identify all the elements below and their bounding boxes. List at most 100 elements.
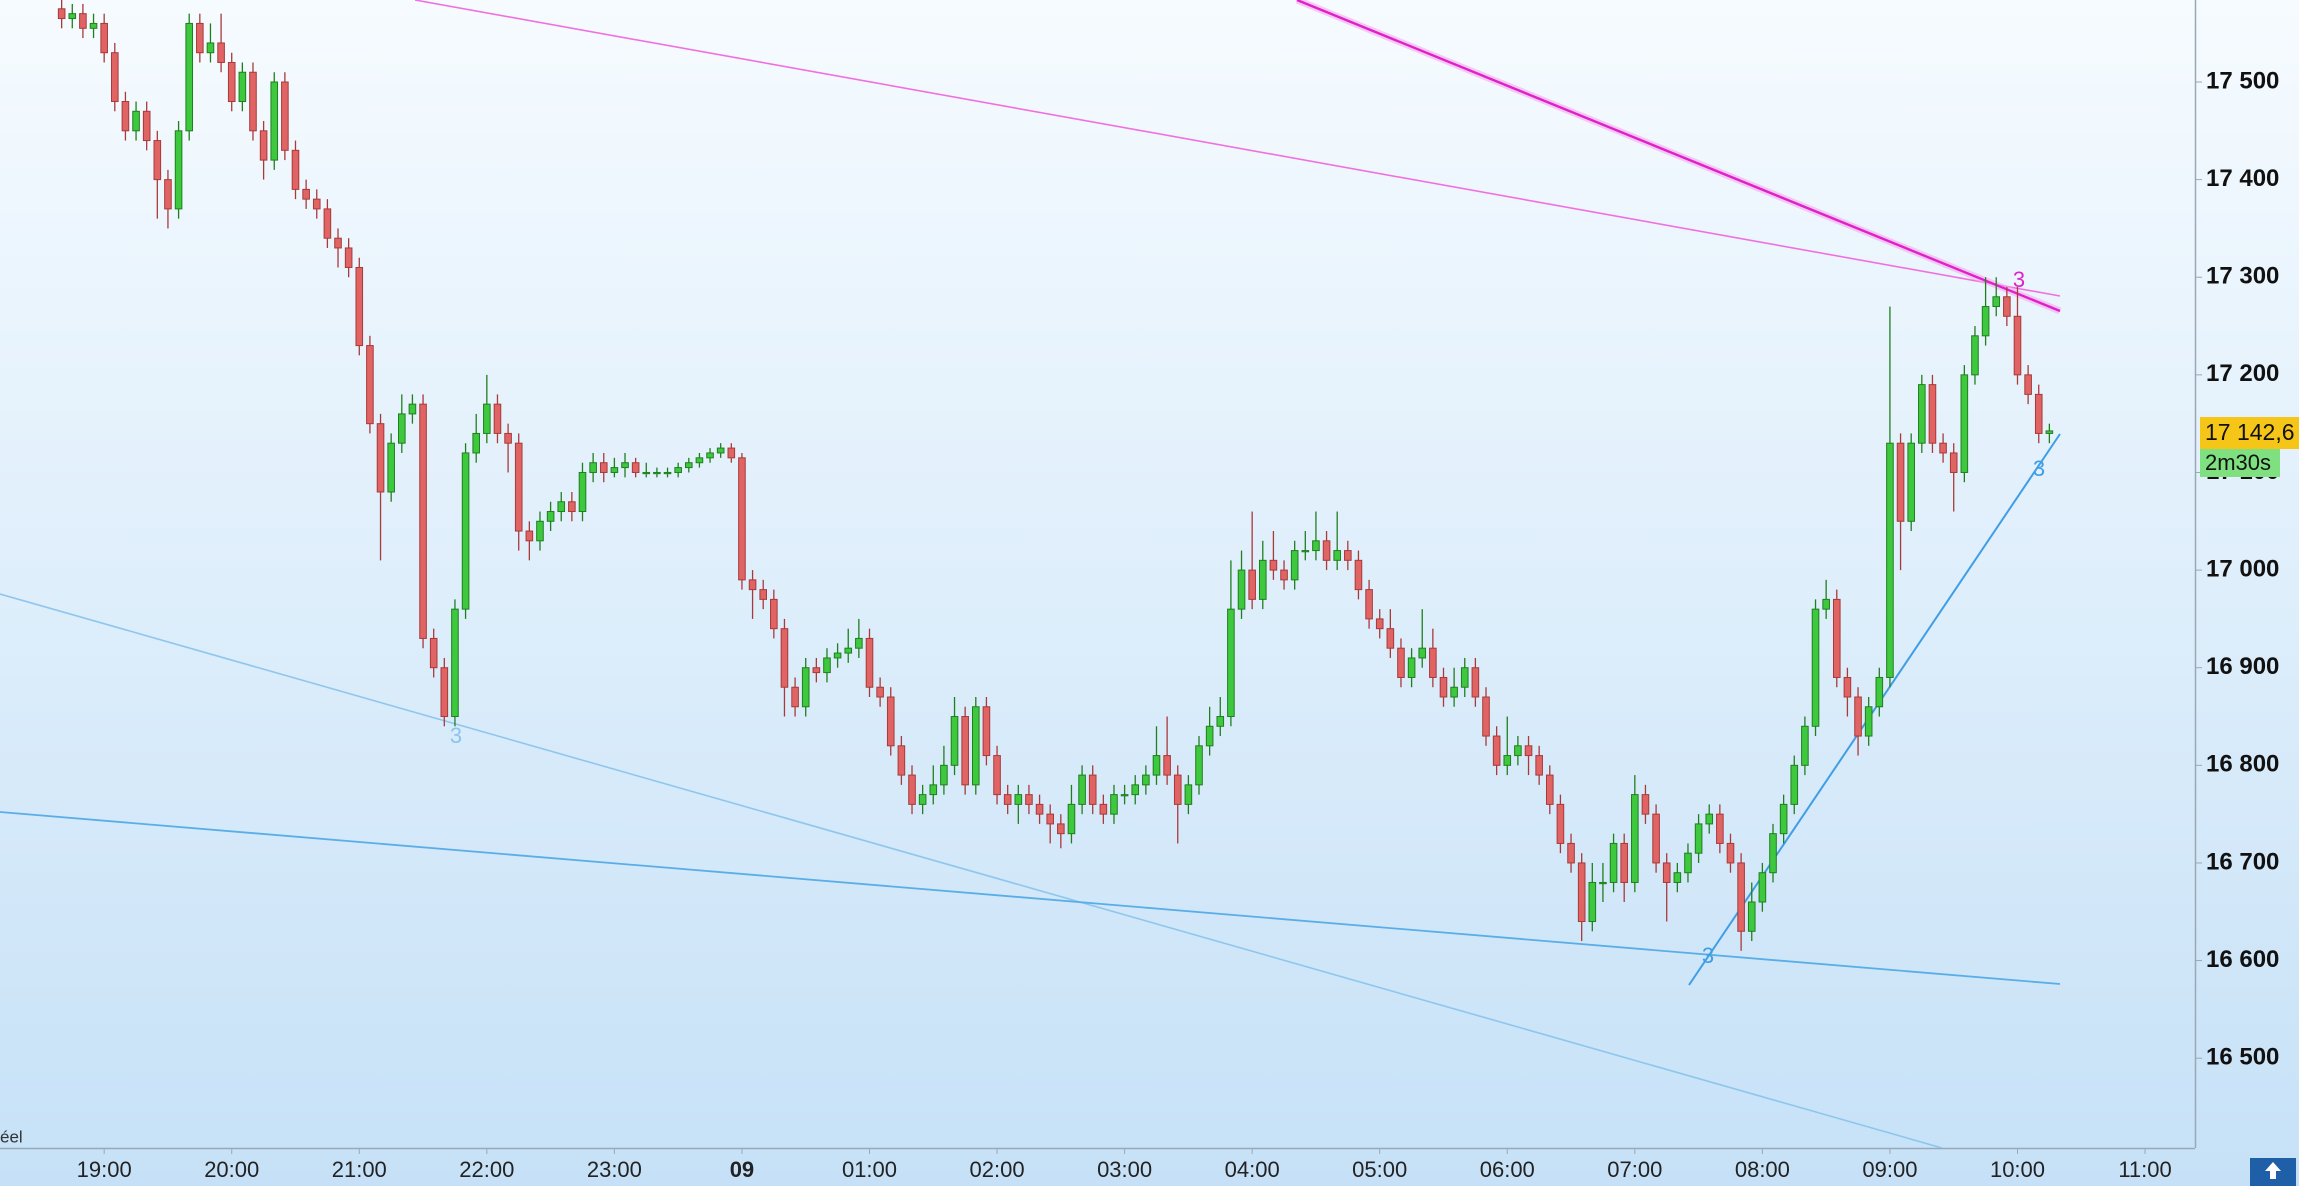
candle-body <box>993 755 1001 796</box>
candle-body <box>1726 842 1735 864</box>
candle-body <box>281 81 289 151</box>
trendline <box>0 593 1943 1148</box>
annotation: 3 <box>450 723 462 748</box>
candle-body <box>929 784 938 796</box>
candle-body <box>2034 393 2043 434</box>
candle-body <box>1471 667 1480 698</box>
candle-body <box>461 452 470 610</box>
candle-body <box>1312 540 1320 552</box>
candle-body <box>780 628 789 688</box>
candle-body <box>1960 374 1969 473</box>
candle-body <box>110 52 119 103</box>
candle-body <box>1184 784 1193 805</box>
candle-body <box>833 652 842 659</box>
candle-body <box>2024 374 2032 395</box>
x-tick-label: 19:00 <box>77 1157 132 1182</box>
candle-body <box>259 130 268 161</box>
candle-body <box>748 579 757 591</box>
candle-body <box>472 432 481 454</box>
candle-body <box>1354 559 1363 591</box>
candle-body <box>1014 794 1023 805</box>
candle-body <box>1078 774 1086 805</box>
candle-body <box>844 647 853 654</box>
candle-body <box>1418 647 1427 659</box>
candle-body <box>1662 862 1671 883</box>
candle-body <box>1514 745 1522 757</box>
candle-body <box>1886 442 1894 678</box>
candle-body <box>1386 628 1395 649</box>
candle-body <box>408 403 417 415</box>
candle-body <box>419 403 427 639</box>
candle-body <box>642 471 651 475</box>
candle-body <box>812 667 821 674</box>
trendline <box>1688 433 2061 986</box>
candle-body <box>1875 676 1884 708</box>
candle-body <box>270 81 279 161</box>
y-tick-label: 17 400 <box>2206 165 2279 192</box>
candle-body <box>185 22 194 132</box>
x-tick-label: 09:00 <box>1862 1157 1917 1182</box>
candle-body <box>227 61 236 103</box>
candle-body <box>1854 696 1862 737</box>
y-tick-label: 17 300 <box>2206 263 2279 290</box>
x-tick-label: 11:00 <box>2118 1157 2171 1182</box>
trendline <box>1296 0 2061 313</box>
candle-body <box>164 179 172 210</box>
candle-body <box>387 442 395 493</box>
candle-body <box>897 745 906 776</box>
x-tick-label: 23:00 <box>587 1157 642 1182</box>
candle-body <box>1482 696 1490 737</box>
candle-body <box>1258 559 1267 600</box>
candle-body <box>1227 608 1235 718</box>
y-tick-label: 17 200 <box>2206 360 2279 387</box>
candle-body <box>674 467 682 473</box>
candle-body <box>1025 794 1033 805</box>
candle-body <box>971 706 980 786</box>
candle-body <box>1290 550 1299 581</box>
candle-body <box>950 716 959 766</box>
candle-body <box>440 667 449 718</box>
candle-body <box>451 608 459 718</box>
y-tick-label: 16 800 <box>2206 751 2279 778</box>
candle-body <box>1333 550 1341 561</box>
candle-body <box>1588 881 1597 923</box>
candle-body <box>1195 745 1203 786</box>
candle-body <box>663 471 672 475</box>
candle-body <box>142 110 151 142</box>
scroll-icon <box>2265 1162 2281 1179</box>
candle-body <box>174 130 183 210</box>
candle-body <box>1556 803 1565 844</box>
candle-body <box>355 266 364 347</box>
candle-body <box>1535 755 1543 776</box>
candle-body <box>1609 842 1618 883</box>
y-tick-label: 17 000 <box>2206 555 2279 582</box>
annotation: 3 <box>2013 267 2025 292</box>
candle-body <box>397 413 406 444</box>
candle-body <box>217 42 225 63</box>
candle-body <box>1035 803 1044 815</box>
candle-body <box>1971 335 1979 376</box>
candle-body <box>1801 725 1809 766</box>
trendline <box>0 811 2061 985</box>
candle-body <box>89 22 98 29</box>
candle-body <box>1216 716 1225 727</box>
candle-body <box>1397 647 1405 678</box>
candle-body <box>525 530 534 542</box>
candle-body <box>2045 430 2054 434</box>
x-tick-label: 04:00 <box>1225 1157 1280 1182</box>
candle-body <box>631 462 640 473</box>
candle-body <box>865 637 874 688</box>
candle-body <box>2003 296 2011 317</box>
candle-body <box>1790 764 1799 805</box>
x-tick-label: 22:00 <box>459 1157 514 1182</box>
x-tick-label: 03:00 <box>1097 1157 1152 1182</box>
candle-body <box>1163 755 1171 776</box>
candle-body <box>1939 442 1947 454</box>
candle-body <box>1684 852 1692 874</box>
candle-body <box>1737 862 1745 932</box>
candle-body <box>1928 384 1937 444</box>
candle-body <box>1747 901 1756 932</box>
candle-body <box>1344 550 1352 561</box>
